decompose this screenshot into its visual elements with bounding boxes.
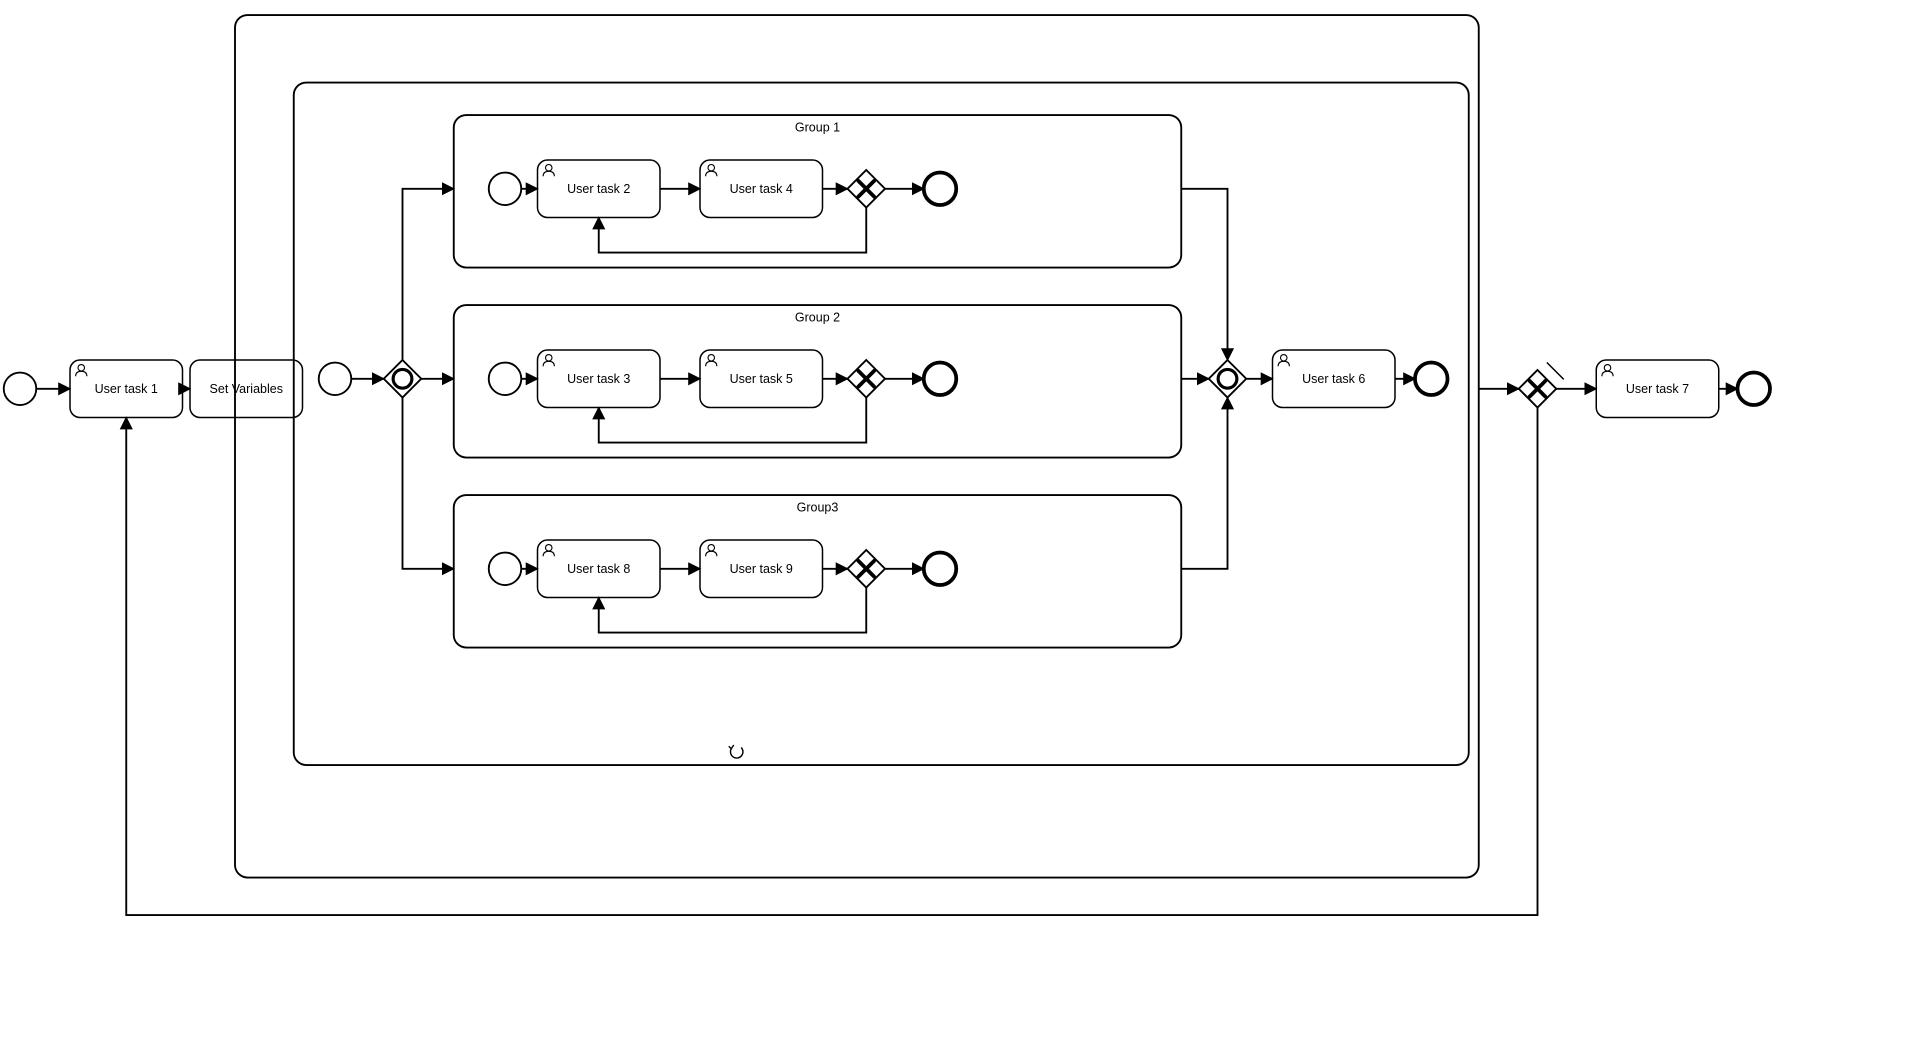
subprocess-group3	[454, 495, 1182, 648]
subprocess-group1-title: Group 1	[795, 120, 840, 134]
group2-gateway	[848, 360, 886, 398]
loop-marker-icon	[729, 745, 743, 758]
bpmn-diagram: Group 1 User task 2 User task 4 Group 2 User…	[0, 0, 1920, 1043]
user-icon	[543, 164, 554, 176]
subprocess-group3-title: Group3	[797, 500, 839, 514]
user-task-1-label: User task 1	[95, 382, 158, 396]
group3-task-a-label: User task 8	[567, 562, 630, 576]
flow-group3-to-merge	[1181, 398, 1227, 569]
user-icon	[706, 545, 717, 557]
group2-loopback	[599, 398, 867, 443]
flow-split-to-group1	[403, 189, 454, 360]
user-icon	[706, 355, 717, 367]
outer-gateway	[1519, 363, 1564, 408]
inner-end-event	[1415, 363, 1448, 396]
flow-outer-loopback	[126, 408, 1537, 916]
flow-group1-to-merge	[1181, 189, 1227, 360]
set-variables-task-label: Set Variables	[210, 382, 283, 396]
user-icon	[543, 545, 554, 557]
end-event-main	[1738, 373, 1771, 406]
subprocess-group2-title: Group 2	[795, 310, 840, 324]
group1-task-b-label: User task 4	[730, 182, 793, 196]
group1-start-event	[489, 173, 522, 206]
group2-start-event	[489, 363, 522, 396]
group2-task-a-label: User task 3	[567, 372, 630, 386]
user-icon	[706, 164, 717, 176]
parallel-split-gateway	[384, 360, 422, 398]
group3-gateway	[848, 550, 886, 588]
group1-end-event	[924, 173, 957, 206]
user-icon	[1602, 365, 1613, 377]
group1-task-a-label: User task 2	[567, 182, 630, 196]
user-task-6-label: User task 6	[1302, 372, 1365, 386]
subprocess-group2	[454, 305, 1182, 458]
group3-end-event	[924, 553, 957, 586]
subprocess-group1	[454, 115, 1182, 268]
group2-end-event	[924, 363, 957, 396]
user-icon	[76, 365, 87, 377]
start-event-main	[4, 373, 37, 406]
group3-start-event	[489, 553, 522, 586]
group3-loopback	[599, 588, 867, 633]
group3-task-b-label: User task 9	[730, 562, 793, 576]
user-icon	[1278, 355, 1289, 367]
user-task-7-label: User task 7	[1626, 382, 1689, 396]
outer-subprocess	[235, 15, 1479, 878]
group1-loopback	[599, 208, 867, 253]
flow-split-to-group3	[403, 398, 454, 569]
inner-start-event	[319, 363, 352, 396]
group2-task-b-label: User task 5	[730, 372, 793, 386]
user-icon	[543, 355, 554, 367]
parallel-merge-gateway	[1209, 360, 1247, 398]
group1-gateway	[848, 170, 886, 208]
